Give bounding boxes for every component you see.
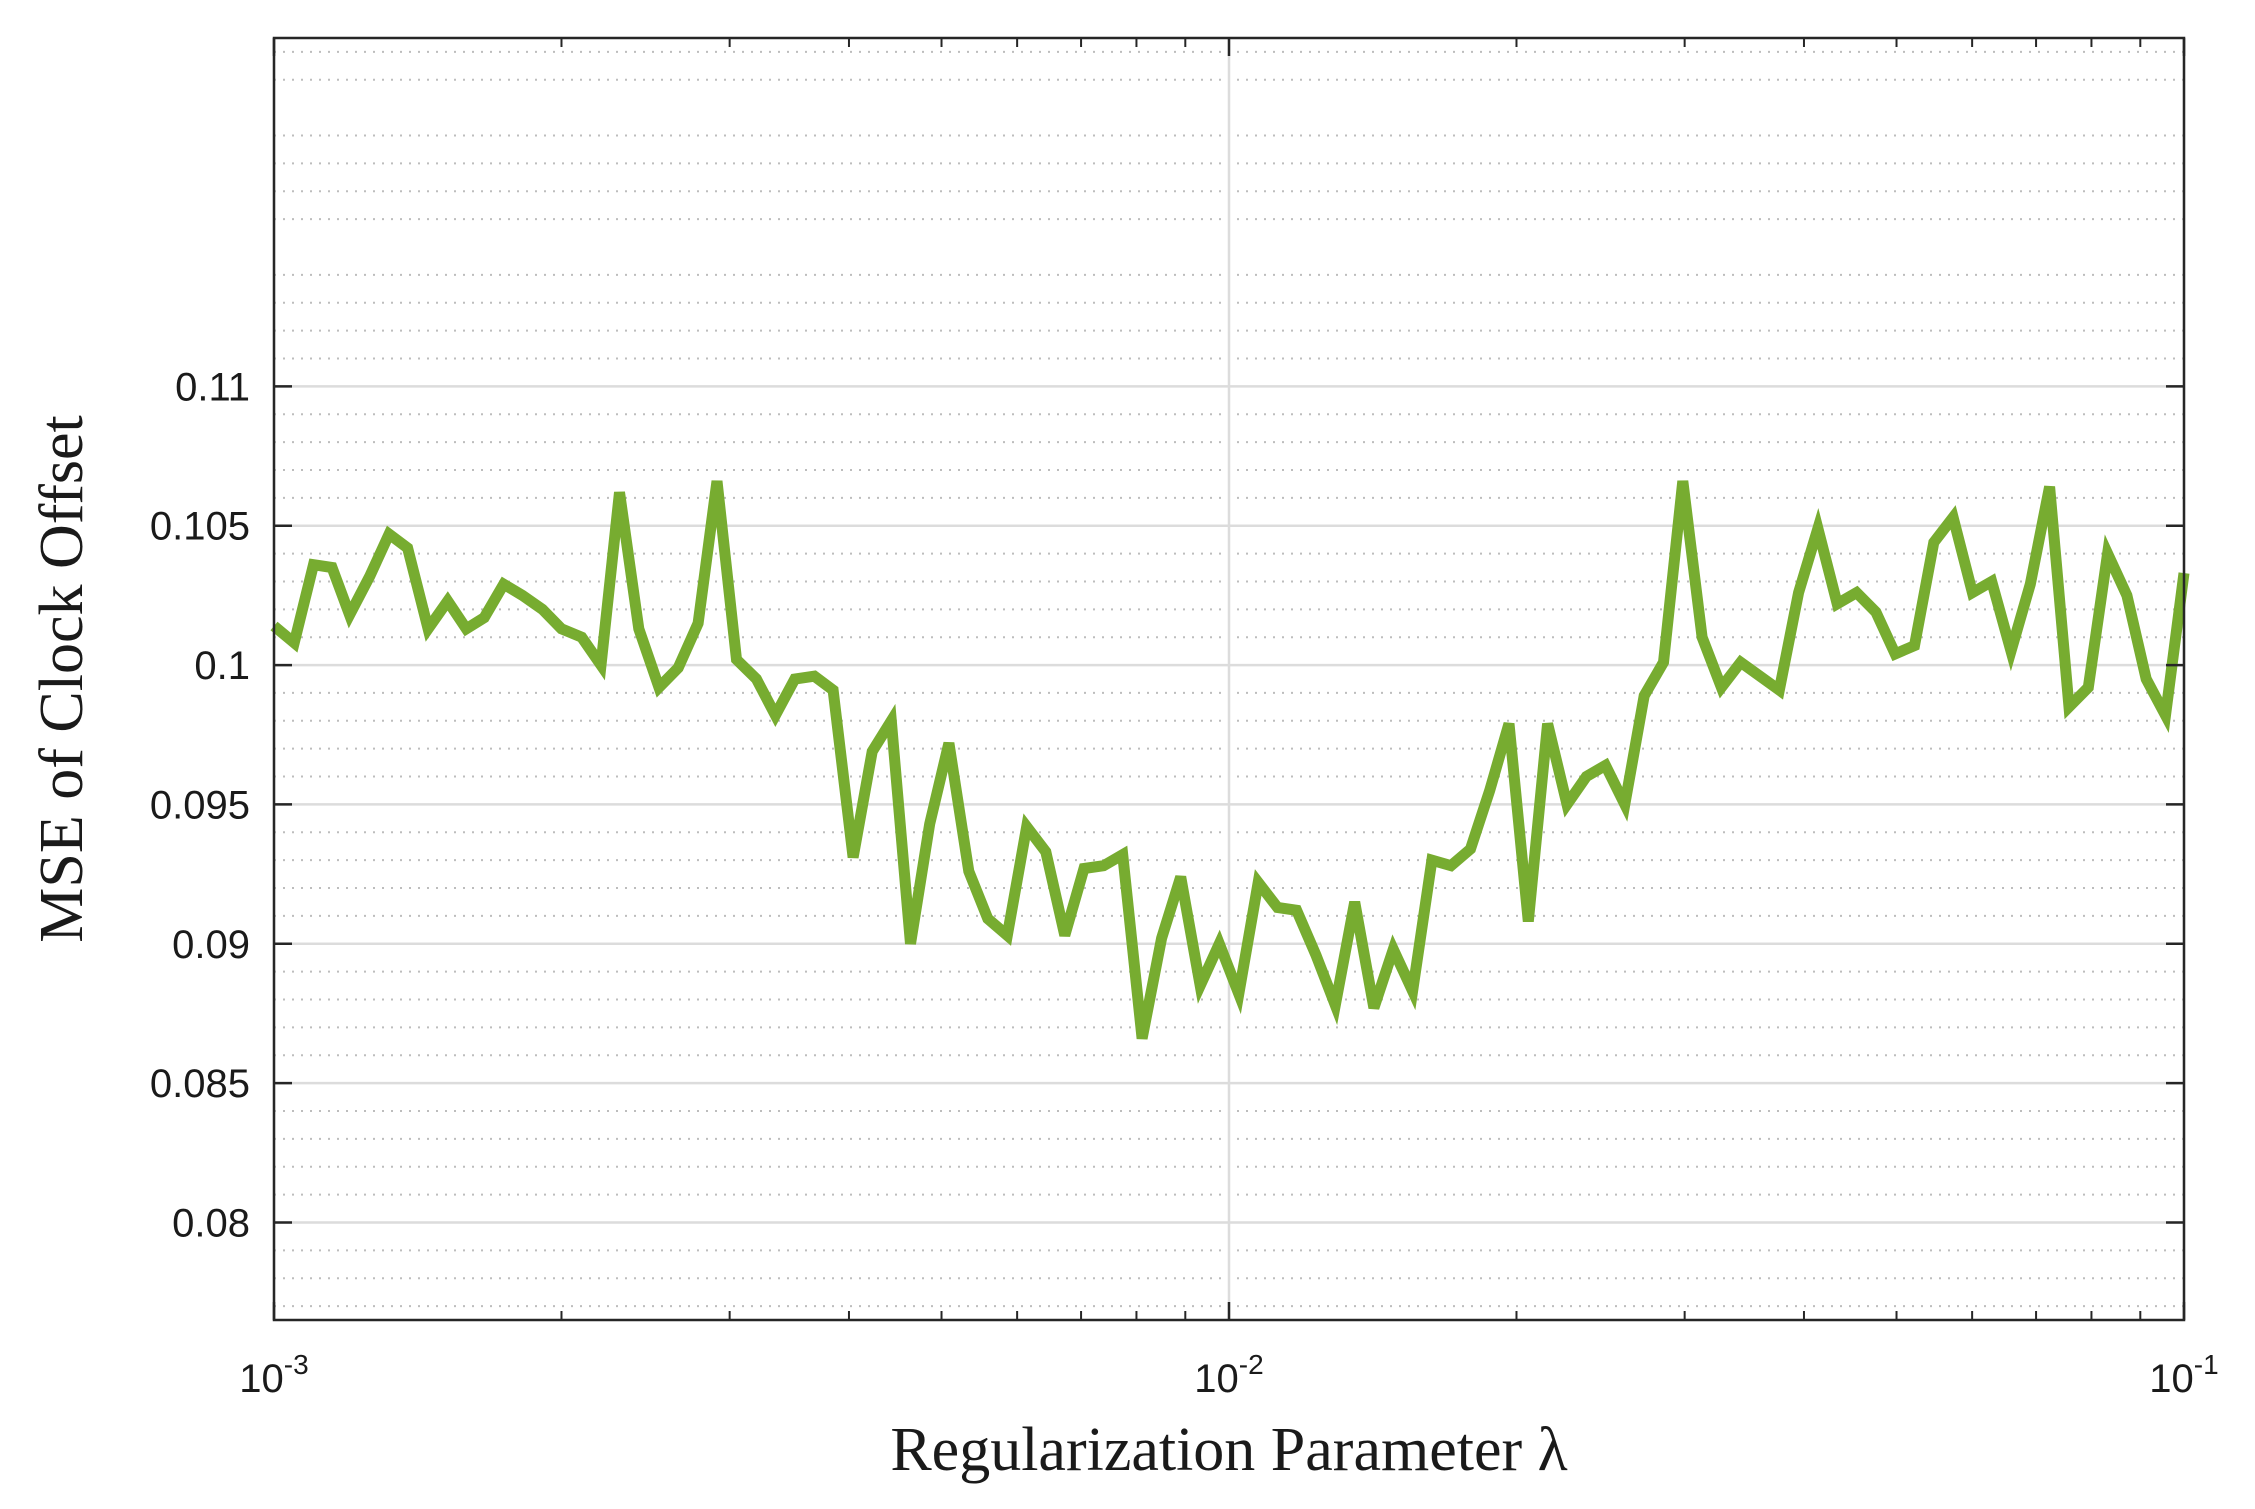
x-tick-label: 10-1 [2149,1349,2218,1401]
x-tick-labels: 10-3 10-2 10-1 [239,1349,2218,1401]
x-tick-label: 10-3 [239,1349,308,1401]
y-tick-label: 0.095 [150,783,250,827]
x-tick-label: 10-2 [1194,1349,1263,1401]
y-axis-title: MSE of Clock Offset [28,415,96,943]
tick-marks [272,38,2186,1320]
y-tick-label: 0.11 [175,365,250,409]
y-tick-label: 0.08 [172,1201,250,1245]
y-tick-label: 0.09 [172,923,250,967]
y-tick-label: 0.1 [194,644,250,688]
x-axis-title: Regularization Parameter λ [890,1416,1567,1484]
series-layer [270,480,2190,1040]
y-tick-label: 0.105 [150,505,250,549]
y-tick-label: 0.085 [150,1062,250,1106]
series-line [270,480,2190,1040]
y-tick-labels: 0.08 0.085 0.09 0.095 0.1 0.105 0.11 [150,365,250,1245]
